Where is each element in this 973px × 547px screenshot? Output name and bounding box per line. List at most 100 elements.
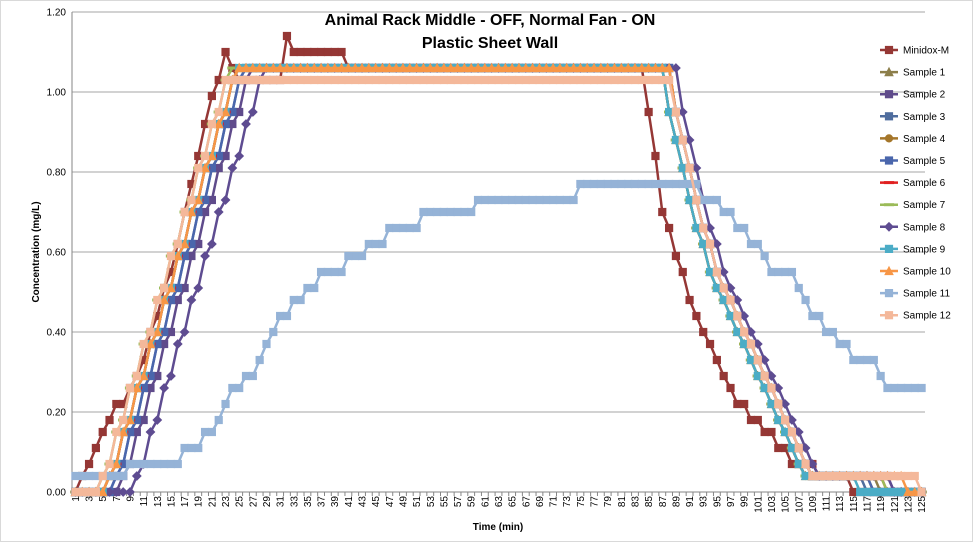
x-tick-label: 9 <box>126 496 137 502</box>
x-tick-label: 3 <box>85 496 96 502</box>
data-point <box>883 471 892 481</box>
data-point <box>179 327 190 337</box>
data-point <box>220 106 231 117</box>
data-point <box>467 207 476 217</box>
data-point <box>835 339 844 349</box>
data-point <box>234 151 245 161</box>
data-point <box>610 179 619 189</box>
data-point <box>787 267 797 277</box>
data-point <box>665 179 674 189</box>
data-point <box>548 62 558 73</box>
data-point <box>561 62 572 73</box>
data-point <box>439 207 449 217</box>
data-point <box>289 47 298 57</box>
data-point <box>186 206 197 217</box>
data-point <box>705 195 715 205</box>
x-tick-label: 41 <box>344 496 355 508</box>
data-point <box>685 195 694 205</box>
x-tick-label: 67 <box>521 496 532 508</box>
data-point <box>173 295 182 305</box>
data-point <box>664 62 674 73</box>
data-point <box>166 459 176 469</box>
data-point <box>869 471 878 481</box>
data-point <box>146 327 155 337</box>
data-point <box>508 195 517 205</box>
data-point <box>527 62 538 73</box>
data-point <box>801 459 810 469</box>
x-tick-label: 59 <box>467 496 478 508</box>
data-point <box>501 195 510 205</box>
legend-item: Sample 2 <box>880 90 946 101</box>
legend-label: Sample 3 <box>903 112 946 123</box>
data-point <box>705 339 715 349</box>
data-point <box>589 62 599 73</box>
x-tick-label: 39 <box>330 496 341 508</box>
data-point <box>269 327 278 337</box>
data-point <box>323 62 333 73</box>
data-point <box>733 327 742 337</box>
data-point <box>166 251 176 261</box>
legend-label: Sample 4 <box>903 134 946 145</box>
data-point <box>213 207 224 217</box>
data-point <box>869 355 878 365</box>
data-point <box>119 415 128 425</box>
data-point <box>303 283 312 293</box>
data-point <box>310 75 319 85</box>
data-point <box>815 311 824 321</box>
data-point <box>583 75 592 85</box>
data-point <box>425 62 436 73</box>
data-point <box>651 151 660 161</box>
x-tick-label: 95 <box>712 496 723 508</box>
data-point <box>351 75 360 85</box>
data-point <box>781 415 790 425</box>
data-point <box>91 471 100 481</box>
data-point <box>801 471 810 481</box>
data-point <box>917 487 926 497</box>
data-point <box>534 62 545 73</box>
data-point <box>583 179 592 189</box>
x-tick-label: 13 <box>153 496 164 508</box>
data-point <box>909 486 920 497</box>
data-point <box>862 487 872 497</box>
legend-label: Sample 1 <box>903 68 946 79</box>
data-point <box>235 383 244 393</box>
data-point <box>712 355 721 365</box>
data-point <box>548 75 558 85</box>
legend-marker <box>884 90 894 99</box>
data-point <box>794 443 803 453</box>
data-point <box>398 62 408 73</box>
data-point <box>568 62 579 73</box>
data-point <box>112 399 121 409</box>
data-point <box>746 355 756 365</box>
data-point <box>159 294 169 305</box>
data-point <box>384 62 395 73</box>
data-point <box>753 355 762 365</box>
data-point <box>569 75 578 85</box>
x-tick-label: 7 <box>112 496 123 502</box>
legend-marker <box>884 311 894 320</box>
data-point <box>699 195 708 205</box>
data-point <box>350 62 361 73</box>
data-point <box>84 459 94 469</box>
data-point <box>740 223 749 233</box>
data-point <box>97 486 108 497</box>
data-point <box>132 459 141 469</box>
data-point <box>753 371 762 381</box>
data-point <box>392 223 401 233</box>
data-point <box>166 282 176 293</box>
data-point <box>153 295 162 305</box>
data-point <box>794 459 803 469</box>
data-point <box>576 75 585 85</box>
x-tick-label: 29 <box>262 496 273 508</box>
data-point <box>821 327 831 337</box>
data-point <box>699 327 708 337</box>
data-point <box>760 427 769 437</box>
data-point <box>493 62 504 73</box>
data-point <box>624 179 633 189</box>
x-tick-label: 87 <box>658 496 669 508</box>
data-point <box>91 443 100 453</box>
data-point <box>644 107 653 117</box>
data-point <box>494 75 503 85</box>
data-point <box>186 295 197 305</box>
data-point <box>159 383 170 393</box>
